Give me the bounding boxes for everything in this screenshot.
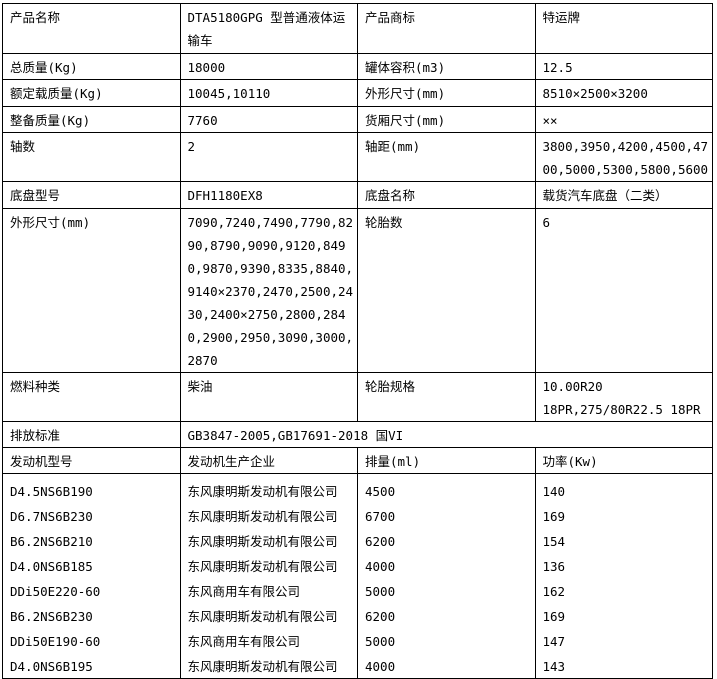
engine-manufacturer-cell: 东风商用车有限公司 <box>179 628 358 653</box>
engine-manufacturer-cell: 东风康明斯发动机有限公司 <box>179 473 358 503</box>
engine-row: B6.2NS6B230 东风康明斯发动机有限公司 6200 169 <box>2 603 713 628</box>
engine-displacement-cell: 6200 <box>357 528 536 553</box>
spec-label: 排放标准 <box>2 421 181 448</box>
spec-value: DTA5180GPG 型普通液体运输车 <box>179 3 358 54</box>
vehicle-spec-table: 产品名称 DTA5180GPG 型普通液体运输车 产品商标 特运牌 总质量(Kg… <box>2 3 713 679</box>
spec-row-emission-standard: 排放标准 GB3847-2005,GB17691-2018 国VI <box>2 421 713 448</box>
spec-label: 轴数 <box>2 132 181 182</box>
engine-model-cell: D4.5NS6B190 <box>2 473 181 503</box>
spec-label: 罐体容积(m3) <box>357 53 536 80</box>
spec-label: 整备质量(Kg) <box>2 106 181 133</box>
spec-value: 18000 <box>179 53 358 80</box>
spec-value: 6 <box>534 208 713 373</box>
spec-value: 10045,10110 <box>179 79 358 107</box>
engine-displacement-cell: 6700 <box>357 503 536 528</box>
engine-row: D4.0NS6B195 东风康明斯发动机有限公司 4000 143 <box>2 653 713 679</box>
engine-header-row: 发动机型号 发动机生产企业 排量(ml) 功率(Kw) <box>2 447 713 474</box>
spec-row-axles: 轴数 2 轴距(mm) 3800,3950,4200,4500,4700,500… <box>2 132 713 182</box>
spec-value: 2 <box>179 132 358 182</box>
spec-label: 产品商标 <box>357 3 536 54</box>
spec-row-product-name: 产品名称 DTA5180GPG 型普通液体运输车 产品商标 特运牌 <box>2 3 713 54</box>
spec-label: 底盘名称 <box>357 181 536 209</box>
spec-row-chassis-model: 底盘型号 DFH1180EX8 底盘名称 载货汽车底盘（二类） <box>2 181 713 209</box>
spec-value: 7760 <box>179 106 358 133</box>
spec-row-rated-load: 额定载质量(Kg) 10045,10110 外形尺寸(mm) 8510×2500… <box>2 79 713 107</box>
spec-label: 外形尺寸(mm) <box>357 79 536 107</box>
engine-header-power: 功率(Kw) <box>534 447 713 474</box>
engine-header-displacement: 排量(ml) <box>357 447 536 474</box>
engine-power-cell: 169 <box>534 503 713 528</box>
engine-header-manufacturer: 发动机生产企业 <box>179 447 358 474</box>
engine-manufacturer-cell: 东风康明斯发动机有限公司 <box>179 653 358 679</box>
engine-model-cell: B6.2NS6B230 <box>2 603 181 628</box>
spec-value: DFH1180EX8 <box>179 181 358 209</box>
spec-label: 轮胎规格 <box>357 372 536 422</box>
spec-row-fuel-type: 燃料种类 柴油 轮胎规格 10.00R20 18PR,275/80R22.5 1… <box>2 372 713 422</box>
engine-model-cell: DDi50E190-60 <box>2 628 181 653</box>
spec-row-total-mass: 总质量(Kg) 18000 罐体容积(m3) 12.5 <box>2 53 713 80</box>
engine-power-cell: 154 <box>534 528 713 553</box>
spec-value: 3800,3950,4200,4500,4700,5000,5300,5800,… <box>534 132 713 182</box>
engine-displacement-cell: 4000 <box>357 553 536 578</box>
engine-row: DDi50E220-60 东风商用车有限公司 5000 162 <box>2 578 713 603</box>
engine-model-cell: D4.0NS6B185 <box>2 553 181 578</box>
spec-label: 总质量(Kg) <box>2 53 181 80</box>
engine-manufacturer-cell: 东风康明斯发动机有限公司 <box>179 553 358 578</box>
engine-manufacturer-cell: 东风康明斯发动机有限公司 <box>179 503 358 528</box>
engine-model-cell: D6.7NS6B230 <box>2 503 181 528</box>
spec-row-dimensions: 外形尺寸(mm) 7090,7240,7490,7790,8290,8790,9… <box>2 208 713 373</box>
spec-row-curb-weight: 整备质量(Kg) 7760 货厢尺寸(mm) ×× <box>2 106 713 133</box>
engine-power-cell: 147 <box>534 628 713 653</box>
engine-manufacturer-cell: 东风商用车有限公司 <box>179 578 358 603</box>
engine-power-cell: 162 <box>534 578 713 603</box>
engine-power-cell: 140 <box>534 473 713 503</box>
engine-header-model: 发动机型号 <box>2 447 181 474</box>
engine-row: B6.2NS6B210 东风康明斯发动机有限公司 6200 154 <box>2 528 713 553</box>
spec-label: 轮胎数 <box>357 208 536 373</box>
engine-row: DDi50E190-60 东风商用车有限公司 5000 147 <box>2 628 713 653</box>
spec-label: 燃料种类 <box>2 372 181 422</box>
spec-value: 10.00R20 18PR,275/80R22.5 18PR <box>534 372 713 422</box>
engine-model-cell: D4.0NS6B195 <box>2 653 181 679</box>
engine-power-cell: 136 <box>534 553 713 578</box>
engine-displacement-cell: 6200 <box>357 603 536 628</box>
spec-value: GB3847-2005,GB17691-2018 国VI <box>179 421 713 448</box>
engine-displacement-cell: 5000 <box>357 578 536 603</box>
spec-label: 底盘型号 <box>2 181 181 209</box>
engine-displacement-cell: 5000 <box>357 628 536 653</box>
engine-model-cell: DDi50E220-60 <box>2 578 181 603</box>
engine-row: D6.7NS6B230 东风康明斯发动机有限公司 6700 169 <box>2 503 713 528</box>
spec-value: 12.5 <box>534 53 713 80</box>
spec-label: 轴距(mm) <box>357 132 536 182</box>
spec-label: 货厢尺寸(mm) <box>357 106 536 133</box>
spec-value: 8510×2500×3200 <box>534 79 713 107</box>
engine-row: D4.5NS6B190 东风康明斯发动机有限公司 4500 140 <box>2 473 713 503</box>
engine-model-cell: B6.2NS6B210 <box>2 528 181 553</box>
spec-value: 载货汽车底盘（二类） <box>534 181 713 209</box>
spec-label: 外形尺寸(mm) <box>2 208 181 373</box>
engine-manufacturer-cell: 东风康明斯发动机有限公司 <box>179 603 358 628</box>
engine-displacement-cell: 4000 <box>357 653 536 679</box>
spec-value: 柴油 <box>179 372 358 422</box>
engine-displacement-cell: 4500 <box>357 473 536 503</box>
engine-manufacturer-cell: 东风康明斯发动机有限公司 <box>179 528 358 553</box>
spec-label: 额定载质量(Kg) <box>2 79 181 107</box>
engine-power-cell: 143 <box>534 653 713 679</box>
engine-row: D4.0NS6B185 东风康明斯发动机有限公司 4000 136 <box>2 553 713 578</box>
spec-value: ×× <box>534 106 713 133</box>
engine-power-cell: 169 <box>534 603 713 628</box>
spec-label: 产品名称 <box>2 3 181 54</box>
spec-value: 7090,7240,7490,7790,8290,8790,9090,9120,… <box>179 208 358 373</box>
spec-value: 特运牌 <box>534 3 713 54</box>
